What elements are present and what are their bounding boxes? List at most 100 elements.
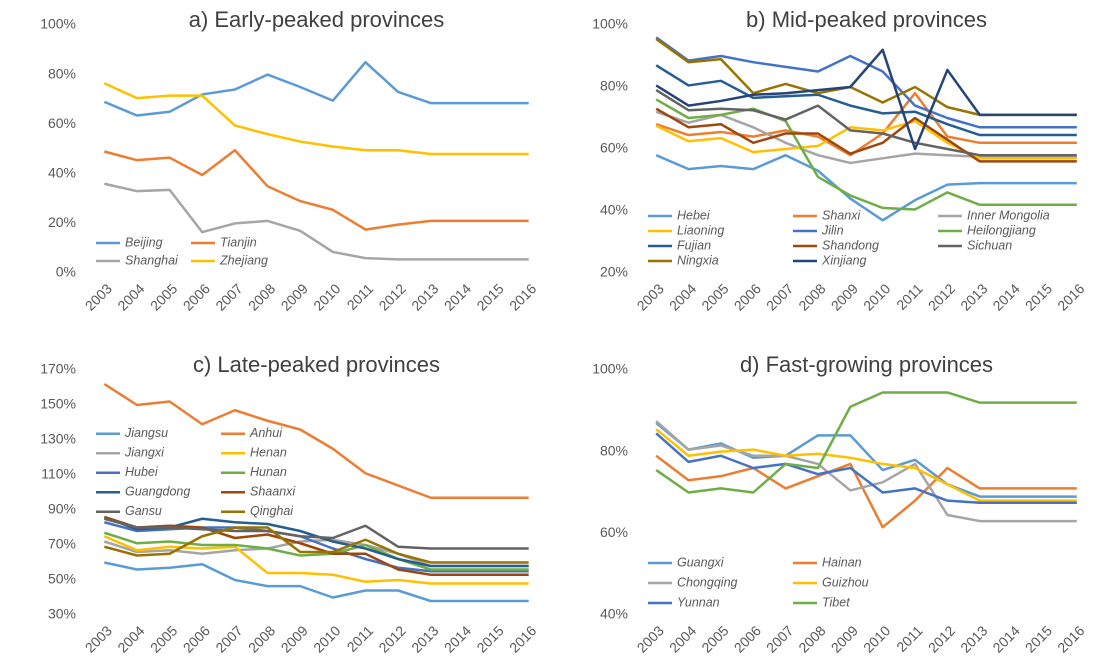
series-line — [655, 153, 1077, 222]
y-tick-label: 100% — [592, 16, 628, 32]
x-tick-label: 2004 — [114, 280, 147, 313]
y-tick-label: 40% — [600, 606, 628, 622]
legend-label: Tianjin — [220, 235, 257, 249]
x-tick-label: 2004 — [666, 622, 699, 655]
y-tick-label: 100% — [592, 361, 628, 377]
x-tick-label: 2005 — [147, 622, 180, 655]
x-tick-label: 2011 — [344, 622, 377, 655]
x-tick-label: 2005 — [147, 280, 180, 313]
x-tick-label: 2012 — [925, 280, 958, 313]
legend-label: Tibet — [822, 595, 850, 609]
legend-label: Anhui — [249, 426, 283, 440]
legend-label: Gansu — [125, 504, 162, 518]
chart-title: c) Late-peaked provinces — [193, 352, 440, 377]
series-line — [104, 561, 529, 603]
x-tick-label: 2008 — [795, 280, 828, 313]
series-line — [104, 182, 529, 261]
legend-label: Qinghai — [250, 504, 294, 518]
x-tick-label: 2007 — [763, 622, 796, 655]
series-line — [103, 526, 529, 564]
series-line — [655, 422, 1077, 498]
series-line — [103, 535, 529, 585]
legend-label: Shaanxi — [250, 485, 296, 499]
x-tick-label: 2005 — [698, 622, 731, 655]
x-tick-label: 2008 — [795, 622, 828, 655]
legend-label: Jiangsu — [124, 426, 168, 440]
legend-label: Henan — [250, 446, 287, 460]
x-tick-label: 2010 — [310, 622, 343, 655]
x-tick-label: 2010 — [860, 622, 893, 655]
x-tick-label: 2014 — [990, 280, 1023, 313]
series-line — [655, 391, 1077, 494]
legend-label: Jilin — [821, 223, 844, 237]
chart-title: d) Fast-growing provinces — [740, 352, 993, 377]
x-tick-label: 2015 — [473, 622, 506, 655]
x-tick-label: 2016 — [1054, 280, 1087, 313]
x-tick-label: 2013 — [408, 622, 441, 655]
y-tick-label: 80% — [600, 442, 628, 458]
x-tick-label: 2009 — [278, 622, 311, 655]
series-line — [655, 98, 1077, 211]
x-tick-label: 2007 — [763, 280, 796, 313]
legend-label: Hunan — [250, 465, 287, 479]
y-tick-label: 150% — [40, 396, 76, 412]
legend-label: Ningxia — [677, 253, 719, 267]
y-tick-label: 60% — [48, 115, 76, 131]
y-tick-label: 70% — [48, 536, 76, 552]
x-tick-label: 2016 — [1054, 622, 1087, 655]
series-line — [655, 91, 1077, 157]
x-tick-label: 2007 — [212, 280, 245, 313]
legend-label: Hubei — [125, 465, 159, 479]
legend-label: Zhejiang — [219, 253, 268, 267]
x-tick-label: 2006 — [180, 622, 213, 655]
chart-title: a) Early-peaked provinces — [189, 7, 445, 32]
legend-label: Chongqing — [677, 575, 738, 589]
x-tick-label: 2007 — [212, 622, 245, 655]
series-line — [655, 428, 1077, 502]
legend-label: Yunnan — [677, 595, 720, 609]
x-tick-label: 2012 — [925, 622, 958, 655]
legend-label: Shanxi — [822, 208, 861, 222]
x-tick-label: 2014 — [441, 280, 474, 313]
y-tick-label: 130% — [40, 431, 76, 447]
y-tick-label: 50% — [48, 571, 76, 587]
x-tick-label: 2009 — [828, 622, 861, 655]
x-tick-label: 2015 — [1022, 280, 1055, 313]
x-tick-label: 2012 — [376, 622, 409, 655]
series-line — [655, 432, 1077, 504]
x-tick-label: 2015 — [1022, 622, 1055, 655]
x-tick-label: 2008 — [245, 280, 278, 313]
x-tick-label: 2003 — [634, 622, 667, 655]
series-line — [103, 531, 529, 571]
x-tick-label: 2005 — [698, 280, 731, 313]
x-tick-label: 2009 — [828, 280, 861, 313]
y-tick-label: 90% — [48, 501, 76, 517]
series-line — [655, 89, 1077, 157]
y-tick-label: 40% — [48, 165, 76, 181]
x-tick-label: 2013 — [408, 280, 441, 313]
y-tick-label: 60% — [600, 140, 628, 156]
x-tick-label: 2015 — [473, 280, 506, 313]
legend-label: Guangdong — [125, 485, 190, 499]
legend-label: Beijing — [125, 235, 163, 249]
x-tick-label: 2010 — [310, 280, 343, 313]
x-tick-label: 2006 — [180, 280, 213, 313]
series-line — [655, 454, 1077, 529]
legend-label: Guizhou — [822, 575, 869, 589]
x-tick-label: 2016 — [506, 280, 539, 313]
series-line — [655, 107, 1077, 163]
y-tick-label: 20% — [48, 214, 76, 230]
x-tick-label: 2009 — [278, 280, 311, 313]
series-line — [103, 515, 529, 576]
legend-label: Shandong — [822, 238, 879, 252]
y-tick-label: 30% — [48, 606, 76, 622]
y-tick-label: 60% — [600, 524, 628, 540]
series-line — [655, 110, 1077, 165]
x-tick-label: 2006 — [731, 622, 764, 655]
series-line — [655, 420, 1077, 523]
series-line — [655, 37, 1077, 117]
x-tick-label: 2003 — [82, 280, 115, 313]
legend-label: Shanghai — [125, 253, 179, 267]
legend-label: Guangxi — [677, 555, 725, 569]
